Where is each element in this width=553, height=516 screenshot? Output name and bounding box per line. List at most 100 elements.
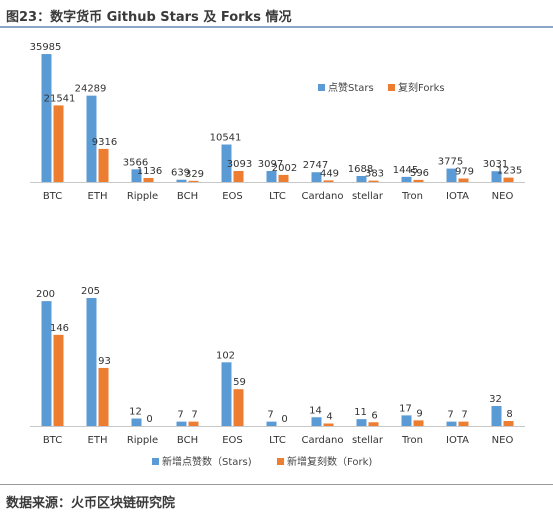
data-label-2-IOTA-1: 7 bbox=[447, 410, 453, 421]
data-label-1-LTC-2: 2002 bbox=[272, 163, 297, 174]
bar-1-BCH-1 bbox=[176, 179, 187, 182]
data-label-2-NEO-2: 8 bbox=[506, 409, 512, 420]
bar-1-EOS-2 bbox=[233, 171, 244, 182]
category-label-1-IOTA: IOTA bbox=[446, 191, 469, 202]
bar-2-stellar-1 bbox=[356, 419, 367, 426]
bar-2-LTC-1 bbox=[266, 421, 277, 426]
bar-1-LTC-2 bbox=[278, 174, 289, 182]
bar-1-Ripple-2 bbox=[143, 177, 154, 182]
data-label-2-Ripple-2: 0 bbox=[146, 414, 152, 425]
bar-2-IOTA-1 bbox=[446, 421, 457, 426]
data-label-1-BCH-1: 639 bbox=[171, 168, 190, 179]
data-label-2-NEO-1: 32 bbox=[489, 394, 502, 405]
bar-1-BTC-1 bbox=[41, 54, 52, 183]
data-label-1-Cardano-1: 2747 bbox=[303, 160, 328, 171]
bar-2-ETH-1 bbox=[86, 298, 97, 426]
bar-2-NEO-1 bbox=[491, 406, 502, 426]
legend-swatch-1-2 bbox=[388, 84, 395, 91]
data-label-1-Ripple-1: 3566 bbox=[123, 157, 148, 168]
source-note: 数据来源：火币区块链研究院 bbox=[6, 496, 176, 511]
data-label-2-Tron-2: 9 bbox=[416, 408, 422, 419]
bar-1-Cardano-1 bbox=[311, 172, 322, 182]
category-label-2-Cardano: Cardano bbox=[302, 435, 344, 446]
legend-label-1-2: 复刻Forks bbox=[398, 81, 445, 94]
category-label-2-BTC: BTC bbox=[43, 435, 62, 446]
category-label-1-BTC: BTC bbox=[43, 191, 62, 202]
data-label-1-Tron-1: 1445 bbox=[393, 165, 418, 176]
bar-1-stellar-2 bbox=[368, 180, 379, 182]
bar-1-LTC-1 bbox=[266, 170, 277, 182]
category-label-1-BCH: BCH bbox=[177, 191, 198, 202]
data-label-2-Tron-1: 17 bbox=[399, 403, 412, 414]
bar-2-BCH-1 bbox=[176, 421, 187, 426]
bar-2-NEO-2 bbox=[503, 421, 514, 426]
category-label-1-ETH: ETH bbox=[88, 191, 108, 202]
category-label-1-Tron: Tron bbox=[401, 191, 423, 202]
data-label-1-Cardano-2: 449 bbox=[320, 168, 339, 179]
bar-1-Tron-1 bbox=[401, 176, 412, 182]
bar-2-BTC-2 bbox=[53, 334, 64, 426]
data-label-2-LTC-2: 0 bbox=[281, 414, 287, 425]
data-label-1-Ripple-2: 1136 bbox=[137, 166, 162, 177]
data-label-2-stellar-2: 6 bbox=[371, 410, 377, 421]
figure-title: 图23：数字货币 Github Stars 及 Forks 情况 bbox=[6, 10, 292, 25]
category-label-1-LTC: LTC bbox=[269, 191, 286, 202]
bar-1-BTC-2 bbox=[53, 105, 64, 182]
data-label-2-IOTA-2: 7 bbox=[461, 410, 467, 421]
data-label-1-stellar-2: 383 bbox=[365, 169, 384, 180]
data-label-1-Tron-2: 596 bbox=[410, 168, 429, 179]
bar-2-Cardano-2 bbox=[323, 423, 334, 426]
legend-label-2-1: 新增点赞数（Stars) bbox=[162, 455, 252, 468]
bar-1-EOS-1 bbox=[221, 144, 232, 182]
bar-2-Tron-2 bbox=[413, 420, 424, 426]
data-label-1-NEO-1: 3031 bbox=[483, 159, 508, 170]
bar-1-Ripple-1 bbox=[131, 169, 142, 182]
data-label-2-BCH-2: 7 bbox=[191, 410, 197, 421]
bar-2-EOS-2 bbox=[233, 389, 244, 426]
data-label-1-ETH-2: 9316 bbox=[92, 137, 117, 148]
category-label-2-IOTA: IOTA bbox=[446, 435, 469, 446]
category-label-2-Ripple: Ripple bbox=[127, 435, 158, 446]
data-label-2-ETH-1: 205 bbox=[81, 286, 100, 297]
bar-2-ETH-2 bbox=[98, 367, 109, 426]
source-rule bbox=[0, 484, 553, 485]
bar-2-Cardano-1 bbox=[311, 417, 322, 426]
data-label-1-NEO-2: 1235 bbox=[497, 166, 522, 177]
data-label-1-IOTA-1: 3775 bbox=[438, 157, 463, 168]
bar-2-BTC-1 bbox=[41, 301, 52, 426]
legend-label-1-1: 点赞Stars bbox=[328, 81, 374, 94]
category-label-2-EOS: EOS bbox=[222, 435, 243, 446]
data-label-1-BTC-2: 21541 bbox=[44, 93, 76, 104]
category-label-2-LTC: LTC bbox=[269, 435, 286, 446]
data-label-1-LTC-1: 3097 bbox=[258, 159, 283, 170]
bar-2-Tron-1 bbox=[401, 415, 412, 426]
data-label-2-Ripple-1: 12 bbox=[129, 407, 142, 418]
data-label-2-Cardano-1: 14 bbox=[309, 405, 322, 416]
bar-1-IOTA-2 bbox=[458, 178, 469, 182]
category-label-2-Tron: Tron bbox=[401, 435, 423, 446]
bar-1-Cardano-2 bbox=[323, 180, 334, 182]
category-label-2-stellar: stellar bbox=[352, 435, 384, 446]
category-label-2-NEO: NEO bbox=[492, 435, 514, 446]
bar-1-Tron-2 bbox=[413, 179, 424, 182]
bar-1-ETH-1 bbox=[86, 95, 97, 182]
data-label-1-stellar-1: 1688 bbox=[348, 164, 373, 175]
bar-1-NEO-2 bbox=[503, 177, 514, 182]
bar-1-ETH-2 bbox=[98, 148, 109, 182]
category-label-2-BCH: BCH bbox=[177, 435, 198, 446]
data-label-2-Cardano-2: 4 bbox=[326, 412, 332, 423]
legend-swatch-2-1 bbox=[152, 458, 159, 465]
data-label-1-BTC-1: 35985 bbox=[30, 42, 62, 53]
data-label-1-EOS-1: 10541 bbox=[210, 133, 242, 144]
bar-1-stellar-1 bbox=[356, 175, 367, 182]
data-label-2-BTC-1: 200 bbox=[36, 289, 55, 300]
bar-2-BCH-2 bbox=[188, 421, 199, 426]
data-label-2-ETH-2: 93 bbox=[98, 356, 111, 367]
bar-2-Ripple-1 bbox=[131, 418, 142, 426]
category-label-1-stellar: stellar bbox=[352, 191, 384, 202]
bar-1-BCH-2 bbox=[188, 180, 199, 182]
legend-swatch-2-2 bbox=[277, 458, 284, 465]
data-label-1-ETH-1: 24289 bbox=[75, 84, 107, 95]
category-label-1-EOS: EOS bbox=[222, 191, 243, 202]
